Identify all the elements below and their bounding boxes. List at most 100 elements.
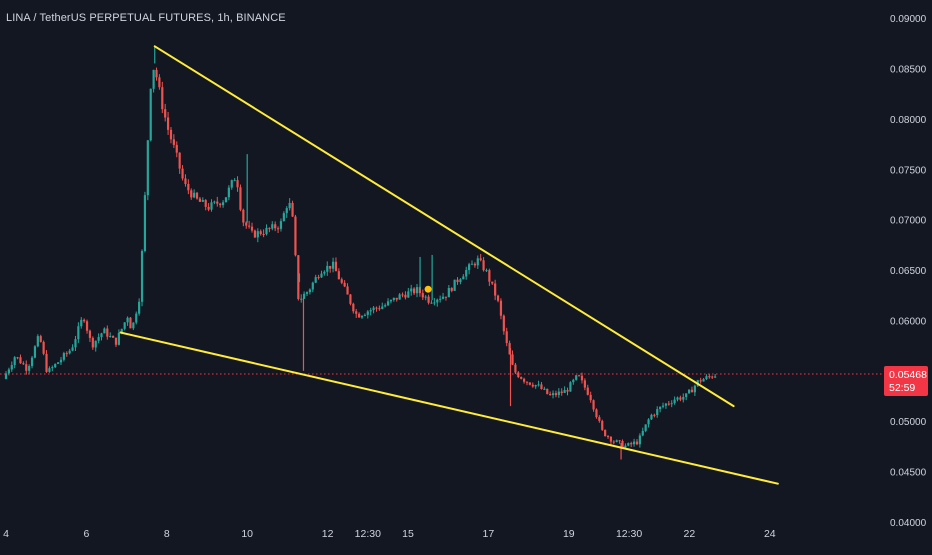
candle-body [502, 315, 505, 332]
candle-body [276, 228, 280, 230]
candle-body [378, 308, 381, 310]
candle-body [508, 343, 511, 355]
candle-body [242, 209, 245, 223]
candle-body [673, 399, 676, 404]
candle-body [441, 296, 445, 299]
candle-body [549, 393, 552, 396]
candle-body [496, 295, 500, 301]
y-tick-label: 0.09000 [890, 14, 927, 25]
candle-body [317, 277, 320, 279]
event-marker[interactable] [424, 285, 432, 293]
candle-body [589, 394, 592, 401]
x-tick-label: 6 [83, 528, 89, 540]
candle-body [456, 279, 459, 283]
y-tick-label: 0.04500 [890, 468, 927, 479]
candle-body [204, 200, 207, 207]
candle-body [598, 417, 601, 421]
candle-body [473, 263, 476, 266]
time-axis[interactable]: 4 6 8 10 12 12:30 15 17 19 12:30 22 24 [3, 528, 776, 540]
candle-body [172, 139, 175, 145]
spikes-group [154, 46, 622, 460]
current-price-value: 0.05468 [889, 369, 927, 381]
candle-body [132, 322, 135, 329]
y-tick-label: 0.06500 [890, 266, 927, 277]
candle-body [329, 265, 332, 269]
candle-body [670, 403, 673, 405]
candle-body [415, 287, 419, 294]
candle-body [563, 390, 566, 393]
price-axis[interactable]: 0.09000 0.08500 0.08000 0.07500 0.07000 0.065… [890, 14, 927, 529]
x-tick-label: 22 [684, 528, 696, 540]
candle-body [106, 328, 109, 337]
candle-body [22, 363, 25, 365]
candle-body [120, 328, 123, 334]
candle-body [62, 353, 65, 360]
candle-body [682, 397, 685, 400]
candle-body [470, 263, 474, 265]
candle-body [111, 335, 115, 338]
candle-body [346, 286, 349, 295]
candle-body [618, 440, 621, 442]
candle-body [4, 373, 8, 379]
candle-body [114, 337, 118, 345]
candle-body [525, 381, 529, 383]
candle-body [685, 393, 688, 398]
candle-body [39, 336, 42, 342]
candle-body [459, 279, 462, 283]
candle-body [557, 391, 560, 396]
candle-body [702, 379, 705, 382]
candle-body [48, 368, 51, 372]
candle-body [126, 317, 129, 323]
candle-body [207, 206, 210, 210]
candle-body [413, 288, 416, 294]
candle-body [10, 365, 13, 370]
candle-body [331, 261, 335, 269]
candle-body [389, 299, 393, 302]
candle-body [479, 258, 482, 261]
candle-body [630, 443, 633, 445]
candle-body [450, 287, 453, 291]
candle-body [580, 375, 584, 381]
y-tick-label: 0.07000 [890, 216, 927, 227]
candle-body [219, 203, 222, 206]
candle-body [708, 376, 711, 378]
candle-body [265, 227, 268, 235]
candle-body [427, 296, 430, 303]
candle-body [216, 201, 219, 204]
candle-body [632, 441, 636, 445]
candle-body [300, 298, 303, 300]
candle-body [514, 364, 517, 373]
candle-body [54, 363, 57, 368]
candle-body [166, 117, 170, 130]
candle-body [653, 414, 656, 416]
candle-body [606, 436, 610, 438]
candle-body [424, 296, 427, 298]
candle-body [51, 367, 54, 369]
candle-body [245, 222, 248, 226]
candle-body [560, 391, 563, 393]
candle-body [624, 445, 627, 448]
lower-trendline[interactable] [119, 331, 779, 485]
candle-body [68, 350, 71, 354]
candle-body [262, 234, 265, 236]
candle-body [256, 231, 259, 238]
candle-body [687, 389, 691, 394]
candle-body [56, 362, 60, 364]
candle-body [476, 258, 479, 266]
upper-trendline[interactable] [153, 45, 735, 408]
candle-countdown: 52:59 [889, 382, 915, 394]
candle-body [604, 429, 607, 437]
chart-title: LINA / TetherUS PERPETUAL FUTURES, 1h, B… [6, 12, 286, 24]
candle-body [198, 198, 202, 202]
candle-body [465, 270, 468, 277]
candle-body [25, 364, 28, 371]
candle-body [601, 420, 604, 430]
candle-body [334, 261, 338, 272]
x-tick-label: 12:30 [616, 528, 642, 540]
candle-body [146, 140, 149, 196]
candle-body [664, 403, 668, 406]
candle-body [366, 311, 369, 315]
x-tick-label: 19 [563, 528, 575, 540]
